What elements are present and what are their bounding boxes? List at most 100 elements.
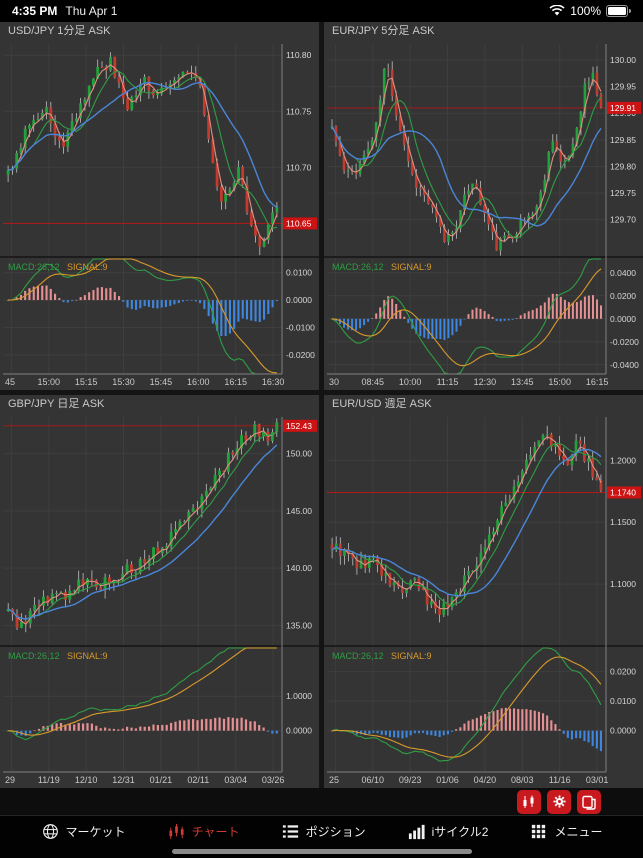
chart-title: GBP/JPY 日足 ASK: [8, 398, 105, 410]
grid-icon: [532, 824, 546, 839]
tab-position[interactable]: ポジション: [281, 822, 366, 841]
chart-panel-gbpjpy-daily[interactable]: GBP/JPY 日足 ASK 150.00 145.00 140.00 135.00 1…: [0, 395, 319, 788]
svg-text:-0.0100: -0.0100: [286, 322, 315, 332]
tab-bar: マーケット チャート ポジション iサイクル2: [0, 815, 643, 858]
eurjpy-chart-canvas[interactable]: 130.00129.95129.90129.85129.80129.75129.…: [324, 40, 643, 390]
chart-title: EUR/USD 週足 ASK: [332, 398, 432, 410]
globe-icon: [42, 824, 58, 839]
svg-text:130.00: 130.00: [610, 55, 636, 65]
svg-text:110.70: 110.70: [286, 162, 312, 172]
svg-text:1.1000: 1.1000: [610, 579, 636, 589]
svg-text:12/31: 12/31: [112, 775, 135, 785]
svg-text:02/11: 02/11: [187, 775, 209, 785]
svg-text:03/01: 03/01: [586, 775, 609, 785]
svg-text:08:45: 08:45: [362, 377, 385, 387]
status-time: 4:35 PM: [12, 4, 58, 18]
usdjpy-chart-canvas[interactable]: 110.80 110.75 110.70 0.0100 0.0000 -0.0100 -0.…: [0, 40, 319, 390]
svg-text:1.1500: 1.1500: [610, 517, 636, 527]
svg-text:11/19: 11/19: [38, 775, 60, 785]
svg-text:129.95: 129.95: [610, 82, 636, 92]
svg-text:129.91: 129.91: [610, 103, 636, 113]
gear-icon: [552, 795, 566, 808]
tab-icycle2[interactable]: iサイクル2: [407, 822, 489, 841]
svg-text:MACD:26,12: MACD:26,12: [8, 262, 60, 272]
home-indicator[interactable]: [171, 849, 472, 854]
layout-button[interactable]: [577, 789, 601, 814]
status-bar: 4:35 PM Thu Apr 1 100%: [0, 0, 643, 22]
svg-text:15:00: 15:00: [548, 377, 571, 387]
svg-text:135.00: 135.00: [286, 620, 312, 630]
svg-text:25: 25: [329, 775, 339, 785]
chart-toolbar: [0, 788, 643, 815]
svg-text:SIGNAL:9: SIGNAL:9: [67, 262, 108, 272]
svg-text:MACD:26,12: MACD:26,12: [332, 262, 384, 272]
svg-text:01/21: 01/21: [150, 775, 173, 785]
svg-text:MACD:26,12: MACD:26,12: [332, 651, 384, 661]
svg-text:110.65: 110.65: [286, 218, 312, 228]
svg-text:01/06: 01/06: [436, 775, 459, 785]
chart-panel-eurjpy-5min[interactable]: EUR/JPY 5分足 ASK 130.00129.95129.90129.85…: [324, 22, 643, 390]
svg-text:SIGNAL:9: SIGNAL:9: [67, 651, 108, 661]
svg-text:11:15: 11:15: [437, 377, 459, 387]
svg-text:12/10: 12/10: [75, 775, 98, 785]
svg-text:0.0000: 0.0000: [610, 726, 636, 736]
settings-button[interactable]: [547, 789, 571, 814]
svg-text:129.80: 129.80: [610, 161, 636, 171]
svg-text:06/10: 06/10: [362, 775, 385, 785]
svg-text:-0.0200: -0.0200: [286, 350, 315, 360]
svg-text:SIGNAL:9: SIGNAL:9: [391, 651, 432, 661]
gbpjpy-chart-canvas[interactable]: 150.00 145.00 140.00 135.00 1.0000 0.0000 MACD…: [0, 413, 319, 788]
svg-text:1.1740: 1.1740: [610, 488, 636, 498]
svg-text:15:30: 15:30: [112, 377, 135, 387]
svg-text:0.0400: 0.0400: [610, 268, 636, 278]
svg-text:MACD:26,12: MACD:26,12: [8, 651, 60, 661]
chart-style-button[interactable]: [517, 789, 541, 814]
svg-text:145.00: 145.00: [286, 506, 312, 516]
tab-label-icycle2: iサイクル2: [431, 825, 489, 839]
chart-panel-eurusd-weekly[interactable]: EUR/USD 週足 ASK 1.2000 1.1500 1.1000 0.0200 0…: [324, 395, 643, 788]
svg-text:04/20: 04/20: [474, 775, 497, 785]
svg-text:110.75: 110.75: [286, 106, 312, 116]
svg-text:1.2000: 1.2000: [610, 455, 636, 465]
svg-text:11/16: 11/16: [549, 775, 571, 785]
tab-market[interactable]: マーケット: [41, 822, 126, 841]
svg-text:129.85: 129.85: [610, 135, 636, 145]
svg-text:0.0100: 0.0100: [610, 696, 636, 706]
svg-text:0.0100: 0.0100: [286, 268, 312, 278]
svg-text:150.00: 150.00: [286, 449, 312, 459]
svg-text:-0.0200: -0.0200: [610, 337, 639, 347]
tab-label-market: マーケット: [65, 825, 126, 839]
svg-text:129.70: 129.70: [610, 215, 636, 225]
svg-text:-0.0400: -0.0400: [610, 360, 639, 370]
svg-text:129.75: 129.75: [610, 188, 636, 198]
svg-text:03/04: 03/04: [224, 775, 247, 785]
svg-text:0.0200: 0.0200: [610, 667, 636, 677]
svg-text:16:15: 16:15: [224, 377, 247, 387]
battery-icon: [606, 5, 631, 17]
status-date: Thu Apr 1: [65, 4, 118, 18]
tab-menu[interactable]: メニュー: [529, 822, 602, 841]
svg-text:09/23: 09/23: [399, 775, 422, 785]
chart-title: EUR/JPY 5分足 ASK: [332, 25, 435, 37]
svg-text:110.80: 110.80: [286, 50, 312, 60]
wifi-icon: [549, 5, 565, 16]
svg-text:45: 45: [5, 377, 15, 387]
svg-text:30: 30: [329, 377, 339, 387]
chart-panel-usdjpy-1min[interactable]: USD/JPY 1分足 ASK 110.80 110.75 110.70 0.0100…: [0, 22, 319, 390]
tab-label-position: ポジション: [305, 825, 366, 839]
svg-text:16:00: 16:00: [187, 377, 210, 387]
tab-chart[interactable]: チャート: [167, 822, 240, 841]
svg-text:0.0000: 0.0000: [286, 726, 312, 736]
battery-percent: 100%: [570, 4, 601, 18]
svg-text:15:15: 15:15: [75, 377, 98, 387]
svg-text:08/03: 08/03: [511, 775, 534, 785]
chart-title: USD/JPY 1分足 ASK: [8, 25, 111, 37]
eurusd-chart-canvas[interactable]: 1.2000 1.1500 1.1000 0.0200 0.0100 0.0000 MACD…: [324, 413, 643, 788]
svg-text:16:15: 16:15: [586, 377, 609, 387]
multi-chart-icon: [582, 795, 596, 810]
tab-label-menu: メニュー: [554, 825, 603, 839]
status-time-date: 4:35 PM Thu Apr 1: [12, 4, 125, 18]
list-icon: [282, 825, 298, 838]
svg-text:12:30: 12:30: [474, 377, 497, 387]
svg-text:140.00: 140.00: [286, 563, 312, 573]
